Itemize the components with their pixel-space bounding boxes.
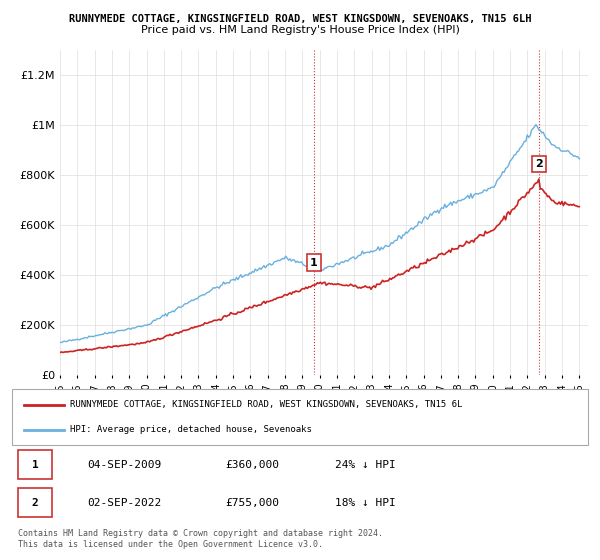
Text: 1: 1 <box>32 460 38 470</box>
Text: RUNNYMEDE COTTAGE, KINGSINGFIELD ROAD, WEST KINGSDOWN, SEVENOAKS, TN15 6L: RUNNYMEDE COTTAGE, KINGSINGFIELD ROAD, W… <box>70 400 462 409</box>
FancyBboxPatch shape <box>12 389 588 445</box>
Text: RUNNYMEDE COTTAGE, KINGSINGFIELD ROAD, WEST KINGSDOWN, SEVENOAKS, TN15 6LH: RUNNYMEDE COTTAGE, KINGSINGFIELD ROAD, W… <box>69 14 531 24</box>
Text: 18% ↓ HPI: 18% ↓ HPI <box>335 498 395 508</box>
Text: 24% ↓ HPI: 24% ↓ HPI <box>335 460 395 470</box>
Text: £360,000: £360,000 <box>225 460 279 470</box>
FancyBboxPatch shape <box>18 488 52 517</box>
Text: HPI: Average price, detached house, Sevenoaks: HPI: Average price, detached house, Seve… <box>70 425 311 434</box>
Text: 1: 1 <box>310 258 318 268</box>
Text: 2: 2 <box>32 498 38 508</box>
Text: 04-SEP-2009: 04-SEP-2009 <box>87 460 161 470</box>
Text: £755,000: £755,000 <box>225 498 279 508</box>
Text: Price paid vs. HM Land Registry's House Price Index (HPI): Price paid vs. HM Land Registry's House … <box>140 25 460 35</box>
Text: Contains HM Land Registry data © Crown copyright and database right 2024.
This d: Contains HM Land Registry data © Crown c… <box>18 529 383 549</box>
FancyBboxPatch shape <box>18 450 52 479</box>
Text: 02-SEP-2022: 02-SEP-2022 <box>87 498 161 508</box>
Text: 2: 2 <box>535 159 543 169</box>
